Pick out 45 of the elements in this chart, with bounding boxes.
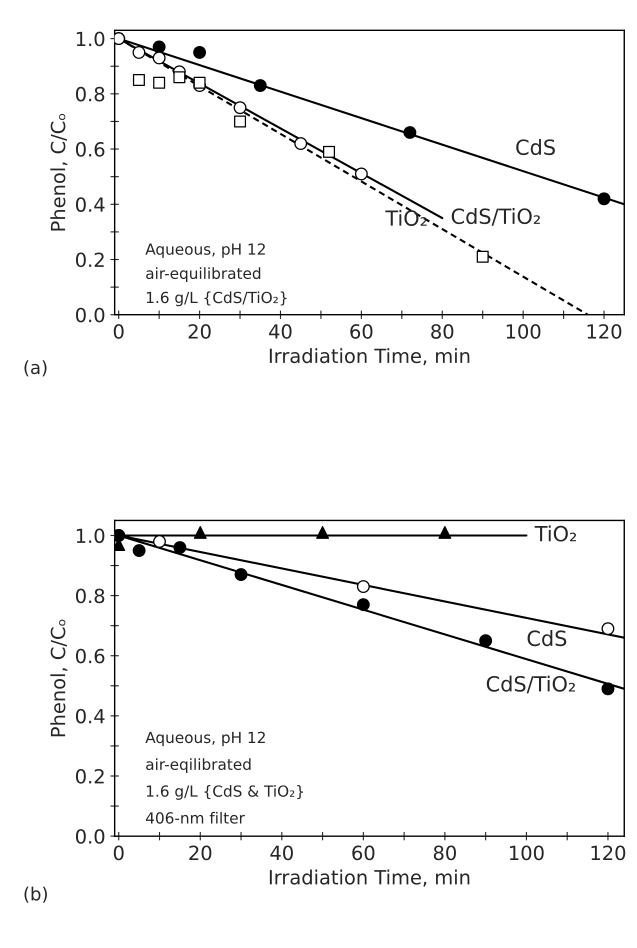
annotation: air-eqilibrated <box>146 758 251 773</box>
x-tick-label: 100 <box>506 324 540 339</box>
text: (b) <box>24 886 47 903</box>
annotation: 406-nm filter <box>146 812 245 824</box>
y-tick-label: 0.0 <box>76 829 104 844</box>
x-tick-label: 40 <box>269 324 292 339</box>
x-axis-title: Irradiation Time, min <box>270 348 470 366</box>
x-tick-label: 80 <box>434 846 456 860</box>
series-label: CdS <box>516 138 555 156</box>
y-tick-label: 1.0 <box>76 528 104 544</box>
y-tick-label: 0.6 <box>76 648 104 664</box>
annotation: Aqueous, pH 12 <box>145 732 265 746</box>
x-tick-label: 20 <box>189 846 212 860</box>
annotation: Aqueous, pH 12 <box>145 243 265 258</box>
series-label: CdS <box>528 630 566 646</box>
y-tick-label: 0.6 <box>76 142 104 157</box>
annotation: 1.6 g/L {CdS/TiO₂} <box>146 291 287 306</box>
x-tick-label: 60 <box>352 846 374 860</box>
y-axis-title: Phenol, C/Cₒ <box>50 620 68 736</box>
y-tick-label: 0.8 <box>76 86 104 102</box>
y-tick-label: 0.0 <box>76 308 104 322</box>
y-tick-label: 0.2 <box>76 252 104 268</box>
x-tick-label: 20 <box>188 324 211 339</box>
x-tick-label: 80 <box>431 324 454 339</box>
y-axis-title: Phenol, C/Cₒ <box>50 114 68 230</box>
x-tick-label: 60 <box>350 324 372 339</box>
series-label: TiO₂ <box>534 525 576 542</box>
x-tick-label: 40 <box>270 846 293 860</box>
annotation: 1.6 g/L {CdS & TiO₂} <box>146 785 304 800</box>
series-label: CdS/TiO₂ <box>452 208 540 226</box>
y-tick-label: 0.4 <box>76 197 105 212</box>
x-tick-label: 0 <box>114 324 124 339</box>
text: (a) <box>24 360 47 376</box>
x-tick-label: 120 <box>588 324 622 339</box>
x-axis-title: Irradiation Time, min <box>270 870 470 887</box>
series-label: TiO₂ <box>385 210 427 226</box>
y-tick-label: 0.4 <box>76 708 105 724</box>
annotation: air-equilibrated <box>146 267 260 282</box>
x-tick-label: 120 <box>592 846 626 860</box>
x-tick-label: 0 <box>114 846 124 860</box>
series-label: CdS/TiO₂ <box>486 676 575 694</box>
x-tick-label: 100 <box>510 846 544 860</box>
y-tick-label: 0.8 <box>76 588 104 604</box>
y-tick-label: 1.0 <box>76 32 104 46</box>
y-tick-label: 0.2 <box>76 768 104 784</box>
